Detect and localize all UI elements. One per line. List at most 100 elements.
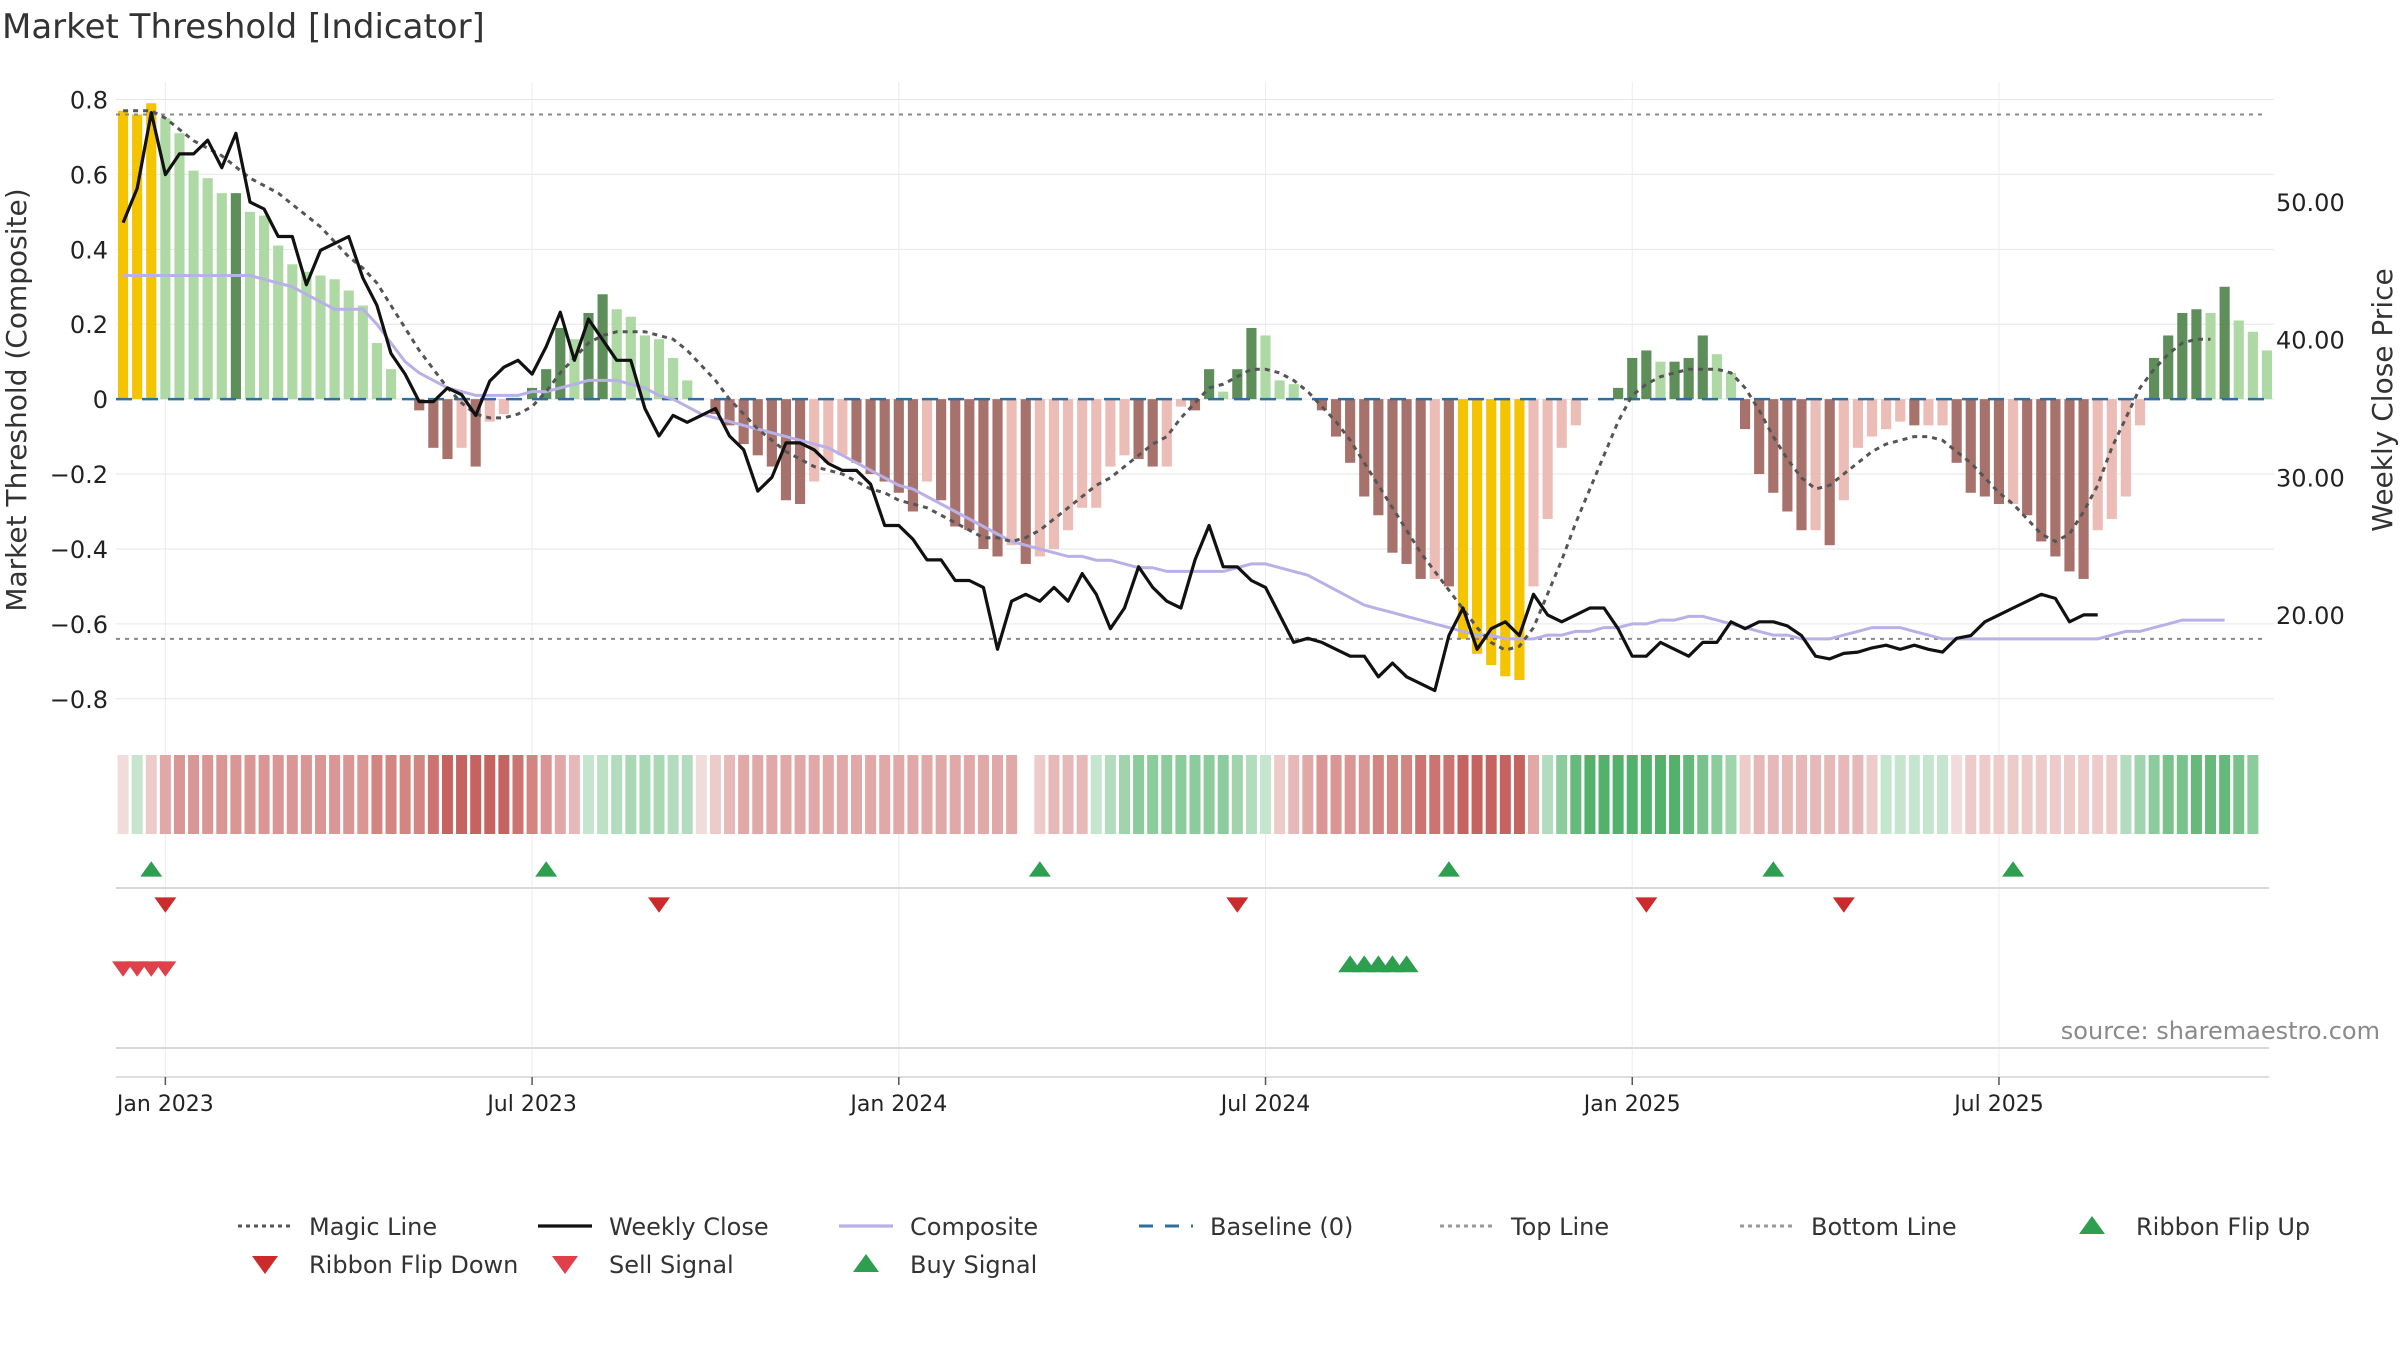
sell-signal-marker	[112, 961, 135, 977]
composite-bar	[1147, 399, 1158, 467]
composite-bar	[1316, 399, 1328, 411]
y2-tick-label: 40.00	[2276, 327, 2345, 355]
legend-label: Buy Signal	[910, 1251, 1037, 1279]
composite-bar	[2247, 331, 2258, 400]
composite-bar	[343, 290, 354, 400]
composite-bar	[1782, 399, 1793, 512]
ribbon-cell	[1415, 755, 1427, 834]
ribbon-cell	[2219, 755, 2231, 834]
signal-markers	[112, 861, 2025, 977]
legend-item: Ribbon Flip Down	[252, 1251, 518, 1279]
composite-bar	[1062, 399, 1074, 531]
ribbon-cell	[441, 755, 453, 834]
x-tick-label: Jul 2025	[1952, 1092, 2044, 1117]
ribbon-cell	[2134, 755, 2146, 834]
ribbon-cell	[315, 755, 327, 834]
composite-bar	[371, 342, 383, 400]
ribbon-cell	[526, 755, 538, 834]
ribbon-cell	[1147, 755, 1159, 834]
composite-bar	[1048, 399, 1060, 549]
ribbon-cell	[1951, 755, 1963, 834]
composite-bar	[301, 271, 312, 400]
composite-bar	[484, 399, 495, 422]
composite-bar	[1330, 399, 1342, 437]
ribbon-cell	[244, 755, 256, 834]
composite-bar	[569, 339, 580, 400]
ribbon-flip-down-marker	[648, 897, 671, 913]
composite-bar	[823, 399, 834, 463]
ribbon-flip-down-marker	[1226, 897, 1249, 913]
legend-swatch	[252, 1256, 278, 1274]
ribbon-cell	[202, 755, 214, 834]
composite-bar	[1274, 380, 1285, 400]
ribbon-cell	[1880, 755, 1892, 834]
composite-bar	[244, 211, 256, 400]
ribbon-cell	[1612, 755, 1624, 834]
composite-bar	[1697, 335, 1708, 400]
composite-bar	[1965, 399, 1976, 493]
ribbon-flip-up-marker	[2002, 861, 2025, 877]
ribbon-cell	[1922, 755, 1934, 834]
ribbon-cell	[1584, 755, 1596, 834]
composite-bar	[1570, 399, 1581, 426]
ribbon-cell	[1260, 755, 1272, 834]
ribbon-cell	[2233, 755, 2245, 834]
ribbon-cell	[1866, 755, 1878, 834]
ribbon-cell	[1937, 755, 1949, 834]
y-axis-label: Market Threshold (Composite)	[0, 188, 33, 611]
composite-bar	[1288, 384, 1299, 400]
ribbon-cell	[2162, 755, 2174, 834]
ribbon-cell	[583, 755, 595, 834]
ribbon-cell	[159, 755, 171, 834]
y-tick-label: 0.8	[70, 86, 108, 114]
composite-bar	[414, 399, 425, 411]
ribbon-cell	[1189, 755, 1201, 834]
composite-bar	[1683, 357, 1694, 400]
ribbon-cell	[794, 755, 806, 834]
y2-axis-label: Weekly Close Price	[2366, 268, 2399, 531]
composite-bar	[541, 369, 552, 400]
ribbon-cell	[1330, 755, 1342, 834]
ribbon-cell	[2049, 755, 2061, 834]
ribbon-cell	[1274, 755, 1286, 834]
composite-bar	[1443, 399, 1454, 587]
composite-bar	[1556, 399, 1567, 448]
composite-bar	[2022, 399, 2033, 516]
series-lines	[116, 109, 2274, 693]
ribbon-cell	[540, 755, 552, 834]
ribbon-cell	[456, 755, 468, 834]
legend-item: Sell Signal	[552, 1251, 734, 1279]
ribbon-cell	[1344, 755, 1356, 834]
ribbon-cell	[145, 755, 157, 834]
ribbon-cell	[2247, 755, 2259, 834]
ribbon-cell	[1133, 755, 1145, 834]
ribbon-flip-down-marker	[154, 897, 177, 913]
ribbon-cell	[1556, 755, 1568, 834]
composite-bar	[1486, 399, 1497, 666]
ribbon-cell	[2078, 755, 2090, 834]
ribbon-cell	[822, 755, 834, 834]
ribbon-cell	[2106, 755, 2118, 834]
composite-bar	[2233, 320, 2244, 400]
composite-bar	[950, 399, 961, 527]
ribbon-flip-down-marker	[1832, 897, 1855, 913]
ribbon-cell	[1217, 755, 1229, 834]
legend-item: Weekly Close	[538, 1213, 769, 1241]
ribbon-flip-down-marker	[1635, 897, 1658, 913]
ribbon-cell	[2148, 755, 2160, 834]
composite-bar	[2134, 399, 2146, 426]
ribbon-cell	[949, 755, 961, 834]
x-tick-label: Jan 2024	[848, 1092, 947, 1117]
ribbon-cell	[343, 755, 355, 834]
buy-signal-marker	[1394, 955, 1419, 973]
composite-bar	[1613, 387, 1624, 400]
ribbon-flip-up-marker	[1437, 861, 1460, 877]
composite-bar	[2050, 399, 2061, 557]
legend-swatch	[853, 1254, 879, 1272]
ribbon-cell	[766, 755, 778, 834]
composite-bar	[682, 380, 693, 400]
ribbon-cell	[357, 755, 369, 834]
ribbon-cell	[188, 755, 200, 834]
ribbon-cell	[1781, 755, 1793, 834]
